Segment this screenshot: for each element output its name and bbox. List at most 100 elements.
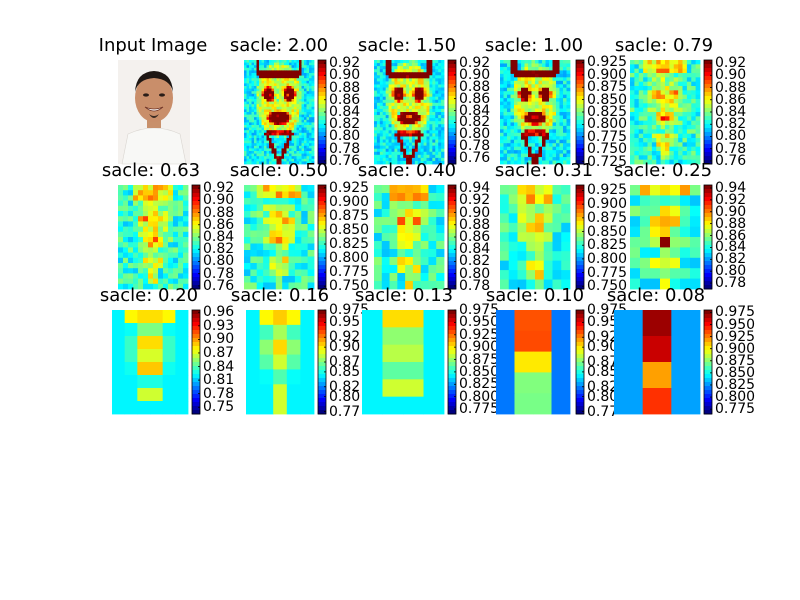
heatmap-cell xyxy=(281,119,285,123)
colorbar-segment xyxy=(318,374,326,379)
heatmap-cell xyxy=(552,260,562,271)
heatmap-cell xyxy=(503,129,508,134)
colorbar-segment xyxy=(576,398,584,403)
heatmap-cell xyxy=(376,78,381,82)
heatmap-cell xyxy=(503,98,508,102)
heatmap-cell xyxy=(665,159,670,165)
colorbar-segment xyxy=(704,346,712,351)
heatmap-cell xyxy=(246,151,250,154)
heatmap-cell xyxy=(294,130,297,134)
heatmap-cell xyxy=(438,121,442,125)
heatmap-cell xyxy=(246,399,260,415)
heatmap-cell xyxy=(256,73,260,76)
heatmap-title: sacle: 0.79 xyxy=(614,35,714,56)
heatmap-cell xyxy=(276,91,280,95)
heatmap-cell xyxy=(271,75,275,79)
heatmap-cell xyxy=(291,114,295,118)
heatmap-cell xyxy=(379,81,384,85)
heatmap-cell xyxy=(531,91,536,96)
colorbar-segment xyxy=(576,330,584,335)
heatmap-cell xyxy=(276,140,280,144)
heatmap-cell xyxy=(409,84,413,88)
heatmap-cell xyxy=(276,73,280,76)
heatmap-cell xyxy=(436,185,445,194)
colorbar-segment xyxy=(704,92,712,97)
heatmap-cell xyxy=(411,148,416,153)
heatmap-cell xyxy=(306,91,310,95)
heatmap-cell xyxy=(563,157,567,161)
heatmap-cell xyxy=(289,148,292,152)
heatmap-cell xyxy=(296,88,300,92)
heatmap-cell xyxy=(276,60,280,63)
heatmap-cell xyxy=(118,205,124,212)
heatmap-cell xyxy=(173,195,179,201)
heatmap-cell xyxy=(531,136,536,141)
heatmap-cell xyxy=(423,396,445,415)
heatmap-cell xyxy=(551,372,571,394)
heatmap-cell xyxy=(423,93,427,98)
heatmap-cell xyxy=(263,217,270,225)
heatmap-cell xyxy=(376,81,381,85)
heatmap-cell xyxy=(385,90,389,95)
heatmap-cell xyxy=(414,75,419,79)
heatmap-cell xyxy=(158,185,164,191)
heatmap-cell xyxy=(374,78,378,82)
heatmap-cell xyxy=(517,203,527,214)
heatmap-cell xyxy=(246,91,250,95)
heatmap-cell xyxy=(163,278,169,285)
heatmap-cell xyxy=(244,156,247,160)
heatmap-cell xyxy=(528,129,532,134)
heatmap-cell xyxy=(561,251,571,262)
colorbar-segment xyxy=(318,261,326,266)
heatmap-cell xyxy=(244,91,247,95)
heatmap-cell xyxy=(294,112,297,115)
heatmap-cell xyxy=(507,157,511,161)
colorbar-frame xyxy=(447,184,457,290)
heatmap-cell xyxy=(256,104,260,108)
heatmap-cell xyxy=(259,60,262,63)
heatmap-cell xyxy=(423,310,445,328)
heatmap-cell xyxy=(381,265,390,274)
heatmap-cell xyxy=(531,112,536,116)
heatmap-cell xyxy=(403,84,407,88)
heatmap-cell xyxy=(524,146,529,151)
heatmap-cell xyxy=(561,279,571,290)
heatmap-cell xyxy=(274,117,277,121)
colorbar-segment xyxy=(318,241,326,246)
colorbar-segment xyxy=(448,406,456,411)
heatmap-cell xyxy=(420,75,424,79)
heatmap-cell xyxy=(271,125,275,128)
heatmap-cell xyxy=(428,225,437,234)
heatmap-cell xyxy=(533,310,552,332)
heatmap-cell xyxy=(545,139,550,144)
heatmap-cell xyxy=(441,90,445,95)
heatmap-cell xyxy=(148,247,154,253)
heatmap-cell xyxy=(517,63,522,68)
heatmap-cell xyxy=(143,231,149,238)
heatmap-cell xyxy=(306,140,310,144)
colorbar-tick-label: 0.82 xyxy=(715,116,747,133)
heatmap-cell xyxy=(382,310,404,328)
heatmap-cell xyxy=(284,122,287,126)
heatmap-cell xyxy=(521,112,525,116)
heatmap-cell xyxy=(259,135,262,139)
heatmap-cell xyxy=(261,83,265,87)
heatmap-cell xyxy=(403,118,407,122)
heatmap-cell xyxy=(183,268,189,274)
heatmap-cell xyxy=(274,148,277,152)
heatmap-cell xyxy=(429,72,433,76)
heatmap-cell xyxy=(251,135,255,139)
heatmap-cell xyxy=(678,64,683,70)
heatmap-cell xyxy=(259,384,274,400)
heatmap-cell xyxy=(279,132,282,136)
heatmap-cell xyxy=(500,222,510,233)
heatmap-cell xyxy=(276,65,280,69)
heatmap-cell xyxy=(381,185,390,194)
heatmap-cell xyxy=(397,136,401,140)
heatmap-cell xyxy=(244,250,251,257)
colorbar-tick-label: 0.90 xyxy=(715,67,747,84)
heatmap-cell xyxy=(500,108,504,113)
heatmap-cell xyxy=(153,283,159,290)
colorbar-segment xyxy=(448,366,456,371)
heatmap-cell xyxy=(542,98,546,102)
